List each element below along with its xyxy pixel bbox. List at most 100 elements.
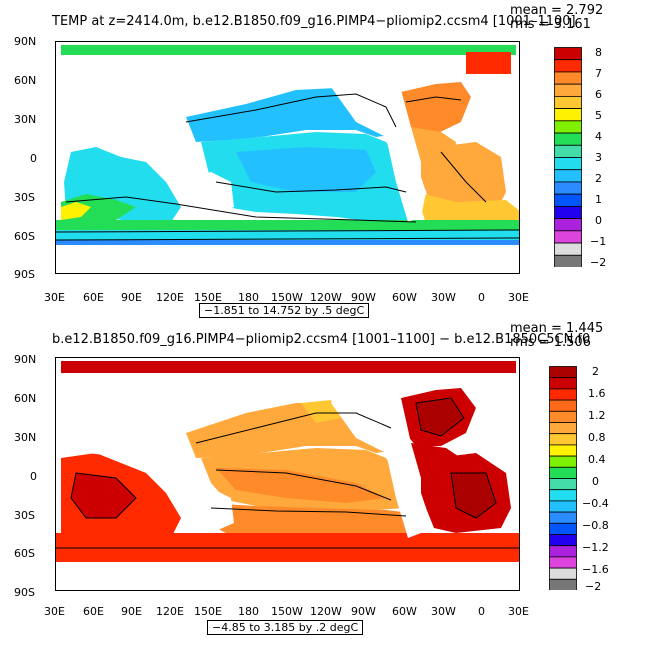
p2-south-pacific xyxy=(206,503,416,536)
p2-contour-a xyxy=(195,412,392,444)
p2-lon-10: 30W xyxy=(431,605,456,618)
colorbar-swatch xyxy=(549,545,577,558)
p2-lon-4: 150E xyxy=(194,605,222,618)
p1-cb-label: 1 xyxy=(595,193,602,206)
colorbar-swatch xyxy=(554,242,582,256)
p2-cb-label: 0 xyxy=(592,475,599,488)
p2-lon-1: 60E xyxy=(83,605,104,618)
p1-land-australia xyxy=(176,172,234,217)
colorbar-swatch xyxy=(554,120,582,134)
p1-lat-60n: 60N xyxy=(14,74,37,87)
p2-southern-2 xyxy=(56,547,519,562)
colorbar-swatch xyxy=(549,534,577,547)
p1-land-africa xyxy=(461,92,519,156)
p2-cb-label: −0.4 xyxy=(582,497,609,510)
p1-contour-e xyxy=(56,237,519,241)
p2-lon-5: 180 xyxy=(238,605,259,618)
p1-north-atlantic xyxy=(401,82,471,134)
p1-lon-6: 150W xyxy=(271,291,303,304)
p2-lon-6: 150W xyxy=(271,605,303,618)
p2-land-eurasia xyxy=(56,374,196,456)
p2-pacific-core xyxy=(216,468,386,503)
p1-cb-label: 7 xyxy=(595,67,602,80)
p1-cb-label: 0 xyxy=(595,214,602,227)
colorbar-swatch xyxy=(549,489,577,502)
p1-lat-30n: 30N xyxy=(14,113,37,126)
p2-lat-60n: 60N xyxy=(14,392,37,405)
p2-lon-11: 0 xyxy=(478,605,485,618)
p2-lat-60s: 60S xyxy=(14,547,35,560)
colorbar-swatch xyxy=(554,47,582,61)
p1-contour-b xyxy=(215,181,407,193)
p2-lon-9: 60W xyxy=(392,605,417,618)
p2-lon-3: 120E xyxy=(156,605,184,618)
panel2-mean: mean = 1.445 xyxy=(510,321,604,336)
colorbar-swatch xyxy=(549,388,577,401)
p2-land-australia xyxy=(176,488,234,533)
p2-north-pacific-patch xyxy=(301,400,341,423)
colorbar-swatch xyxy=(554,83,582,97)
panel1-title: TEMP at z=2414.0m, b.e12.B1850.f09_g16.P… xyxy=(52,14,576,29)
p2-lon-2: 90E xyxy=(121,605,142,618)
colorbar-swatch xyxy=(554,169,582,183)
colorbar-swatch xyxy=(554,95,582,110)
p2-contour-e xyxy=(70,472,137,519)
colorbar-swatch xyxy=(549,466,577,479)
panel1-colorbar xyxy=(554,47,582,267)
colorbar-swatch xyxy=(549,399,577,412)
p1-lon-1: 60E xyxy=(83,291,104,304)
p1-lon-7: 120W xyxy=(310,291,342,304)
panel1-colorbar-swatches xyxy=(554,47,582,267)
panel2-title: b.e12.B1850.f09_g16.PIMP4−pliomip2.ccsm4… xyxy=(52,332,591,347)
p1-agulhas-core xyxy=(61,202,91,220)
p2-contour-b xyxy=(215,469,392,501)
p2-contour-f xyxy=(450,472,497,519)
p1-lat-60s: 60S xyxy=(14,230,35,243)
colorbar-swatch xyxy=(549,478,577,491)
p1-lat-90s: 90S xyxy=(14,268,35,281)
p2-arctic xyxy=(61,361,516,373)
colorbar-swatch xyxy=(549,377,577,390)
colorbar-swatch xyxy=(549,433,577,446)
p1-contour-g xyxy=(440,151,487,203)
p2-land-americas xyxy=(331,374,466,538)
p2-land-africa xyxy=(466,403,519,467)
p2-lon-0: 30E xyxy=(44,605,65,618)
colorbar-swatch xyxy=(549,410,577,423)
colorbar-swatch xyxy=(554,144,582,158)
colorbar-swatch xyxy=(549,522,577,535)
colorbar-swatch xyxy=(554,108,582,122)
p2-contour-c xyxy=(210,507,407,517)
panel1-mean: mean = 2.792 xyxy=(510,3,604,18)
p1-cb-label: 2 xyxy=(595,172,602,185)
p2-cb-label: −2 xyxy=(585,580,602,593)
p1-lat-90n: 90N xyxy=(14,35,37,48)
p2-cb-label: −1.6 xyxy=(582,563,609,576)
p2-cb-label: 0.4 xyxy=(588,453,606,466)
p1-arctic xyxy=(61,45,516,55)
p1-cb-label: −1 xyxy=(590,235,607,248)
colorbar-swatch xyxy=(554,254,582,267)
colorbar-swatch xyxy=(549,366,577,379)
p1-lon-2: 90E xyxy=(121,291,142,304)
p2-cb-label: 0.8 xyxy=(588,431,606,444)
p1-cb-label: 4 xyxy=(595,130,602,143)
panel1-map xyxy=(55,41,520,274)
panel2-field xyxy=(56,361,519,590)
colorbar-swatch xyxy=(554,193,582,207)
p1-lon-10: 30W xyxy=(431,291,456,304)
colorbar-swatch xyxy=(549,578,577,590)
p1-cb-label: −2 xyxy=(590,256,607,269)
p2-lat-30s: 30S xyxy=(14,509,35,522)
colorbar-swatch xyxy=(554,132,582,146)
panel2-map xyxy=(55,357,520,591)
p1-antarctica xyxy=(56,245,519,273)
colorbar-swatch xyxy=(549,422,577,435)
p1-pacific-core xyxy=(236,147,376,192)
colorbar-swatch xyxy=(554,205,582,220)
colorbar-swatch xyxy=(554,59,582,73)
p1-lon-5: 180 xyxy=(238,291,259,304)
p1-lon-3: 120E xyxy=(156,291,184,304)
p1-arctic-atl xyxy=(466,52,511,74)
colorbar-swatch xyxy=(554,181,582,195)
